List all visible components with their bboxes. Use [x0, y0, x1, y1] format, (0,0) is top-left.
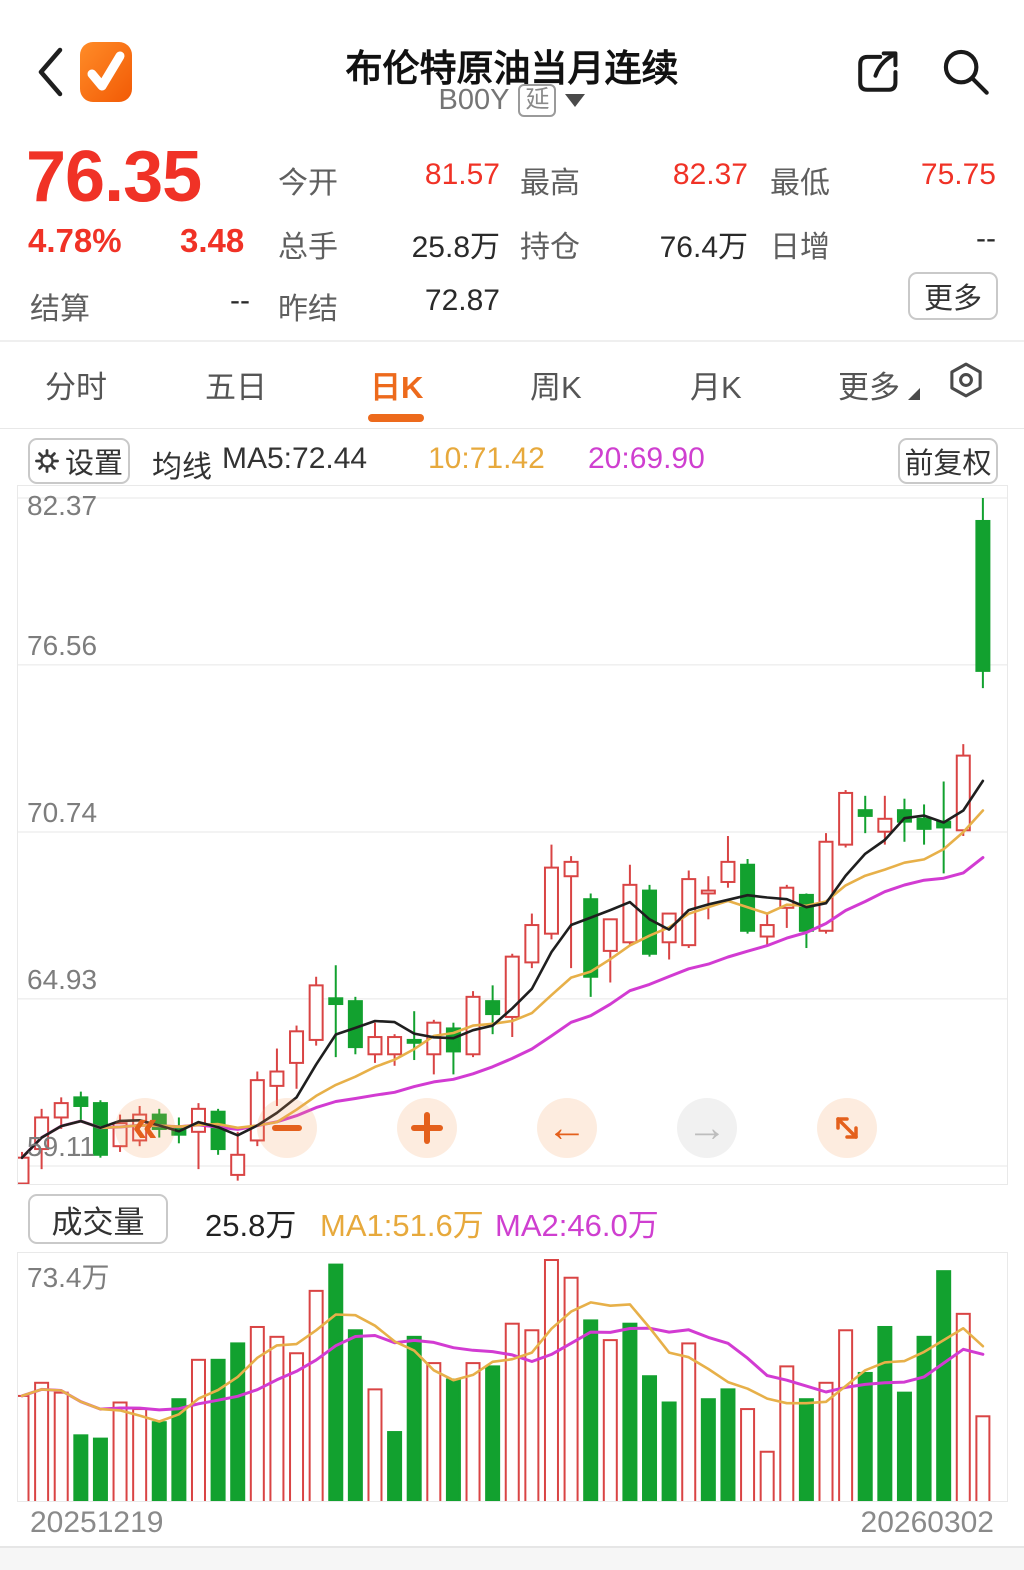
more-quote-button[interactable]: 更多 — [908, 272, 998, 320]
symbol-code: B00Y — [438, 84, 510, 117]
tab-fiveday[interactable]: 五日 — [205, 370, 267, 405]
price-axis-tick-1: 82.37 — [27, 490, 98, 521]
back-button[interactable] — [34, 44, 66, 100]
chart-type-settings-button[interactable] — [946, 360, 986, 400]
ma-title: 均线 — [152, 451, 212, 484]
volume-current: 25.8万 — [205, 1208, 297, 1243]
share-button[interactable] — [852, 44, 906, 98]
tab-weekly-k[interactable]: 周K — [530, 370, 582, 405]
jump-left-button[interactable]: « — [115, 1098, 175, 1158]
bottom-divider — [0, 1546, 1024, 1570]
change-absolute: 3.48 — [180, 222, 245, 259]
field-value-dailyincrease: -- — [976, 222, 996, 255]
volume-chart[interactable] — [18, 1253, 1007, 1501]
field-value-high: 82.37 — [672, 158, 748, 191]
hexagon-settings-icon — [950, 362, 982, 398]
x-axis-end-date: 20260302 — [860, 1506, 994, 1539]
page-title: 布伦特原油当月连续 — [345, 48, 679, 89]
price-axis-tick-4: 64.93 — [27, 964, 98, 995]
field-value-settle: -- — [230, 284, 250, 317]
price-axis-tick-2: 76.56 — [27, 630, 98, 661]
zoom-out-button[interactable] — [257, 1098, 317, 1158]
field-label-dailyincrease: 日增 — [770, 231, 830, 264]
gear-icon — [35, 449, 59, 473]
tab-minute[interactable]: 分时 — [45, 370, 107, 405]
settings-button-label: 设置 — [64, 448, 123, 480]
indicator-settings-button[interactable]: 设置 — [28, 438, 130, 484]
fullscreen-button[interactable] — [817, 1098, 877, 1158]
field-label-high: 最高 — [520, 167, 580, 200]
field-label-prevsettle: 昨结 — [278, 293, 338, 326]
last-price: 76.35 — [26, 137, 202, 217]
chevron-left-icon — [38, 47, 63, 97]
double-chevron-left-icon: « — [132, 1099, 158, 1151]
field-value-low: 75.75 — [920, 158, 996, 191]
pan-left-button[interactable]: ← — [537, 1098, 597, 1158]
checkmark-logo-icon — [80, 42, 132, 102]
volume-ma1: MA1:51.6万 — [320, 1208, 484, 1243]
tab-monthly-k[interactable]: 月K — [690, 370, 742, 405]
volume-axis-max: 73.4万 — [27, 1262, 110, 1293]
active-tab-underline — [368, 414, 424, 422]
price-axis-tick-5: 59.11 — [27, 1131, 95, 1162]
search-button[interactable] — [938, 44, 994, 100]
tab-more[interactable]: 更多 — [838, 370, 900, 405]
field-label-open: 今开 — [278, 167, 338, 200]
tab-daily-k[interactable]: 日K — [370, 370, 424, 405]
field-value-prevsettle: 72.87 — [424, 284, 500, 317]
field-label-openinterest: 持仓 — [520, 231, 580, 264]
volume-chart-pane[interactable]: 73.4万 — [17, 1252, 1008, 1502]
ma20-value: 20:69.90 — [588, 442, 705, 475]
candlestick-chart[interactable] — [18, 486, 1007, 1184]
field-label-low: 最低 — [770, 167, 830, 200]
volume-ma2: MA2:46.0万 — [495, 1208, 659, 1243]
field-value-open: 81.57 — [424, 158, 500, 191]
symbol-row[interactable]: B00Y 延 — [0, 84, 1024, 118]
minus-icon — [272, 1125, 302, 1131]
zoom-in-button[interactable] — [397, 1098, 457, 1158]
ma5-value: MA5:72.44 — [222, 442, 368, 475]
field-value-openinterest: 76.4万 — [659, 231, 748, 264]
forward-adjust-button[interactable]: 前复权 — [898, 438, 998, 484]
pan-right-button-disabled[interactable]: → — [677, 1098, 737, 1158]
volume-button[interactable]: 成交量 — [28, 1194, 168, 1244]
app-logo[interactable] — [78, 38, 134, 106]
field-label-settle: 结算 — [30, 293, 90, 326]
dropdown-arrow-icon[interactable] — [565, 94, 586, 108]
change-percent: 4.78% — [28, 222, 122, 259]
search-icon — [943, 49, 989, 95]
ma10-value: 10:71.42 — [428, 442, 545, 475]
arrow-left-icon: ← — [547, 1106, 587, 1150]
expand-icon — [836, 1117, 858, 1139]
field-label-volume: 总手 — [278, 231, 338, 264]
more-tab-corner-icon — [908, 388, 920, 400]
share-icon — [858, 51, 898, 92]
x-axis-start-date: 20251219 — [30, 1506, 164, 1539]
price-axis-tick-3: 70.74 — [27, 797, 98, 828]
arrow-right-icon: → — [687, 1106, 727, 1150]
price-chart-pane[interactable]: 82.37 76.56 70.74 64.93 59.11 — [17, 485, 1008, 1185]
field-value-volume: 25.8万 — [411, 231, 500, 264]
symbol-badge: 延 — [518, 84, 557, 118]
